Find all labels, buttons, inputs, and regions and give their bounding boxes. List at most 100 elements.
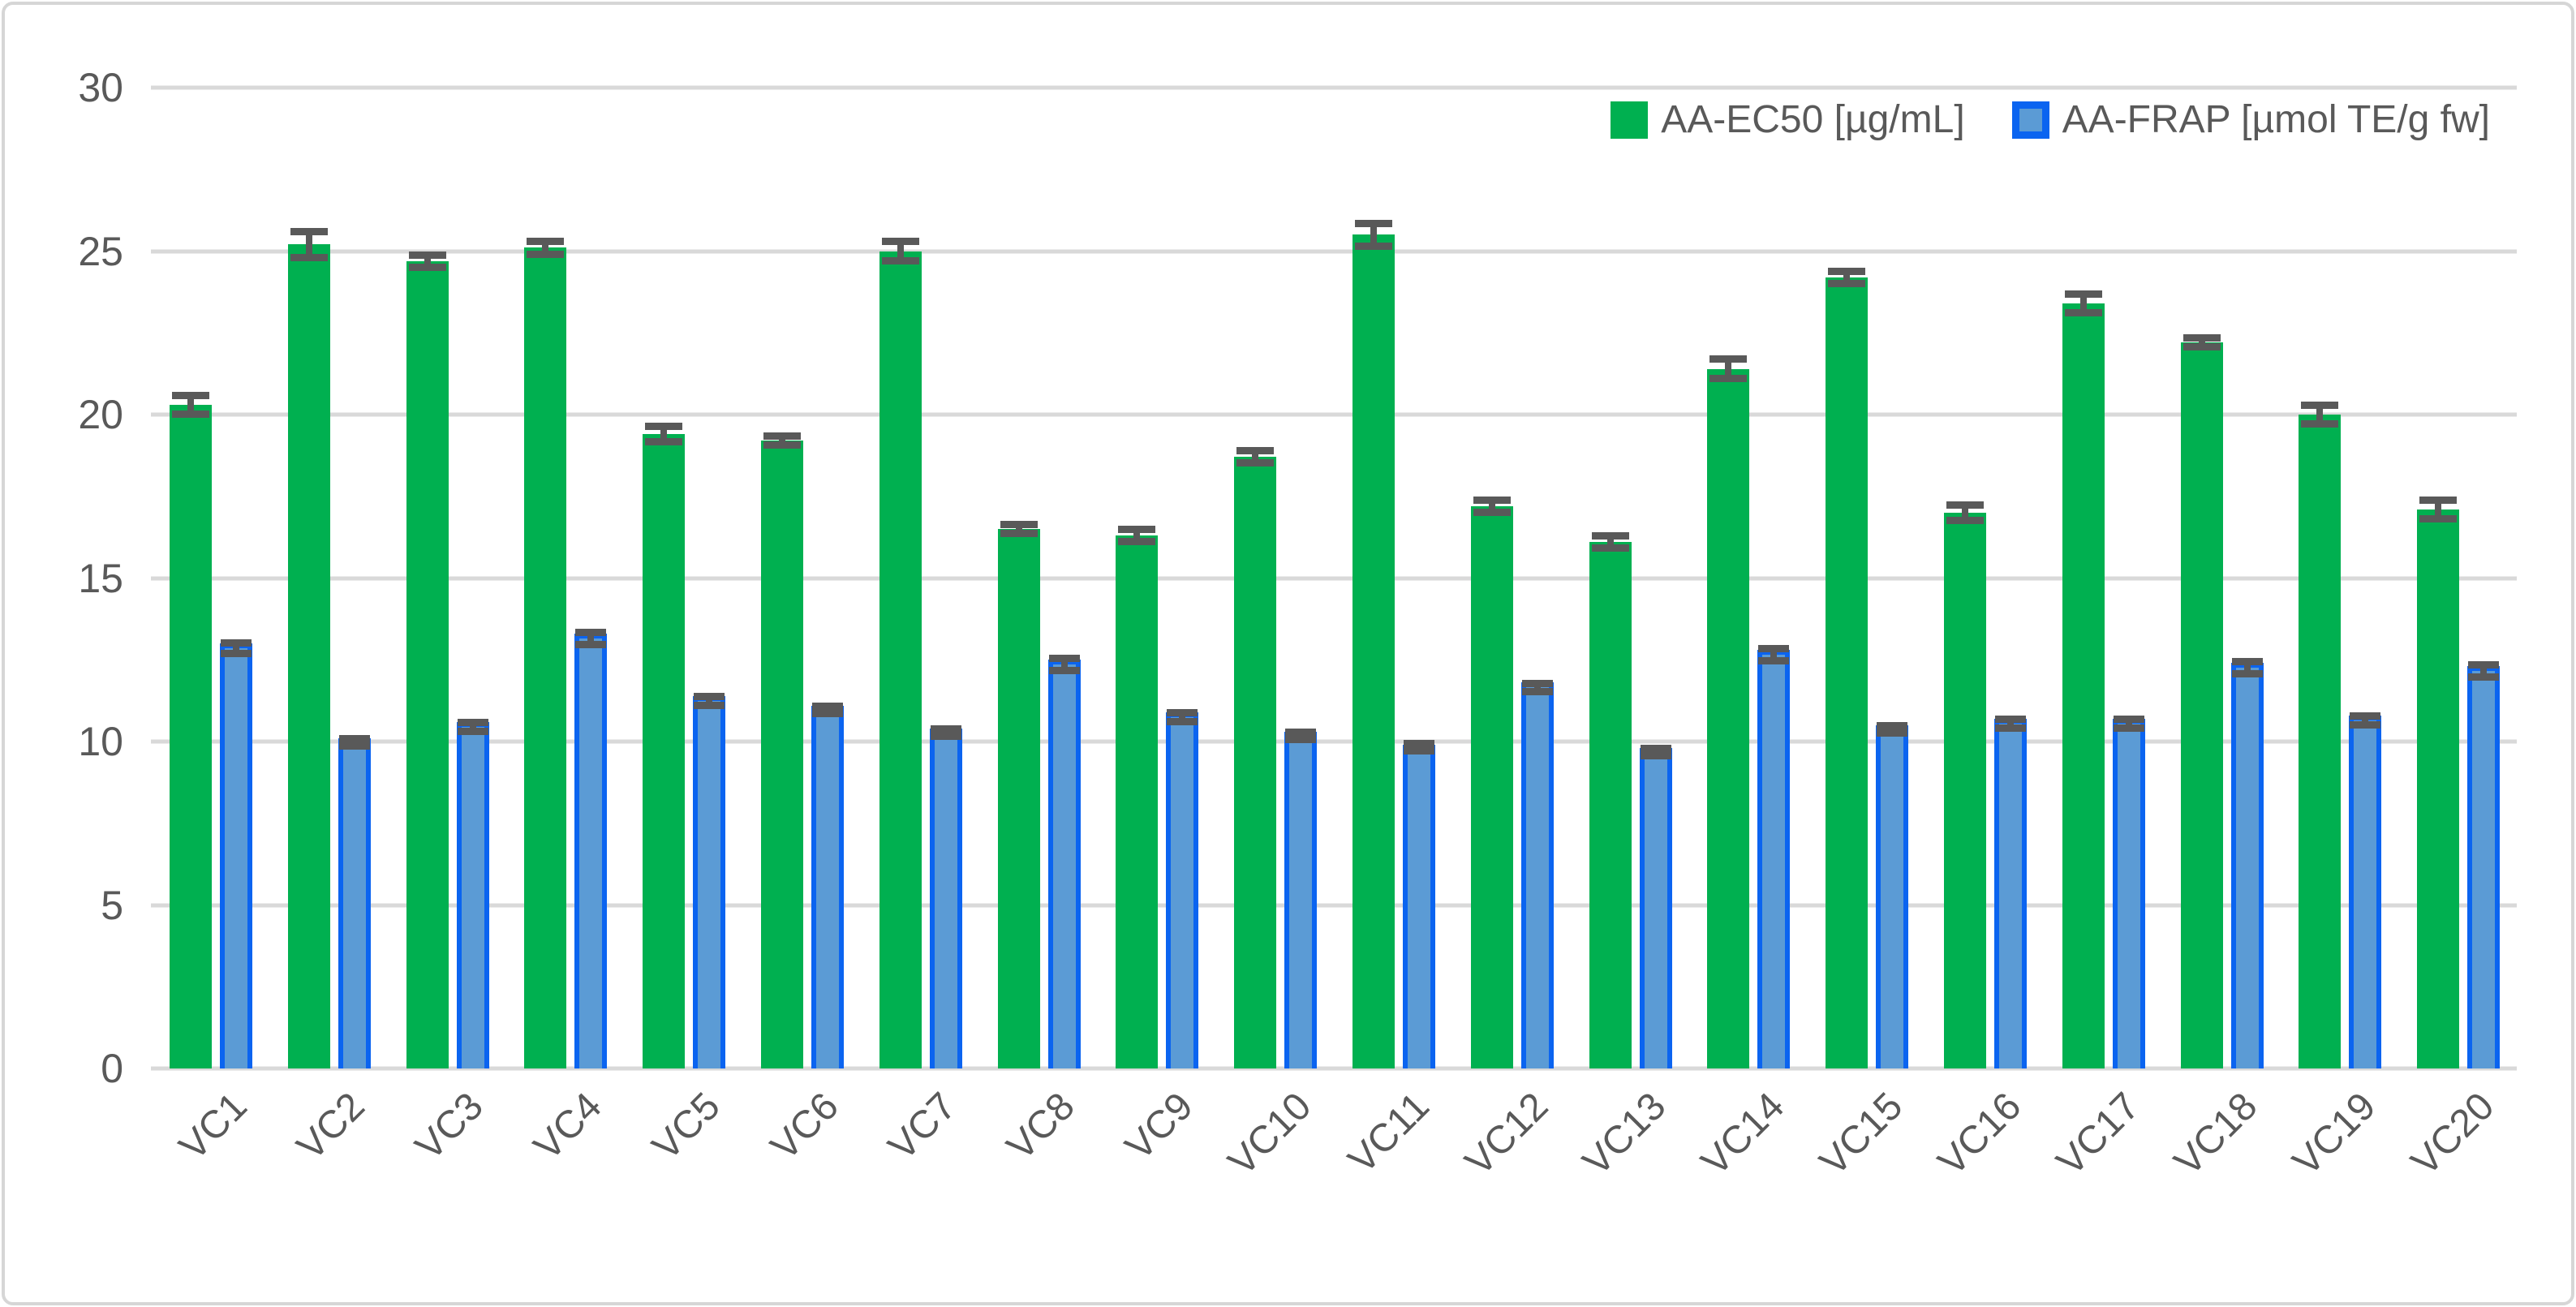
error-bar: [457, 718, 488, 735]
legend-item-frap: AA-FRAP [µmol TE/g fw]: [2011, 98, 2490, 141]
bar-group-VC13: VC13: [1571, 88, 1689, 1184]
gridline-25: [151, 249, 2517, 253]
bar-ec50-VC6: [761, 432, 803, 1068]
bar-group-VC9: VC9: [1097, 88, 1215, 1168]
error-bar: [1167, 708, 1198, 725]
bar-ec50-VC20: [2417, 496, 2460, 1068]
x-tick-label-VC11: VC11: [1340, 1084, 1439, 1182]
gridline-10: [151, 739, 2517, 744]
error-bar: [575, 629, 607, 648]
bar-frap-VC16: [1994, 715, 2027, 1068]
bar-frap-VC11: [1403, 740, 1435, 1068]
bar-group-VC17: VC17: [2044, 88, 2162, 1184]
bar-group-VC10: VC10: [1215, 88, 1334, 1184]
x-tick-label-VC9: VC9: [1117, 1084, 1202, 1169]
bar-frap-VC6: [811, 702, 844, 1068]
bar-group-VC15: VC15: [1807, 88, 1925, 1184]
x-tick-label-VC18: VC18: [2166, 1084, 2266, 1184]
bar-frap-VC9: [1166, 708, 1199, 1068]
error-bar: [2350, 712, 2381, 729]
bar-frap-VC19: [2349, 712, 2382, 1068]
x-tick-label-VC2: VC2: [289, 1084, 374, 1169]
gridline-5: [151, 903, 2517, 907]
gridline-20: [151, 412, 2517, 417]
x-tick-label-VC8: VC8: [999, 1084, 1083, 1169]
bar-group-VC8: VC8: [979, 88, 1098, 1168]
legend-swatch-frap: [2011, 101, 2049, 139]
error-bar: [2468, 661, 2500, 681]
x-tick-label-VC19: VC19: [2285, 1084, 2385, 1184]
bar-frap-VC13: [1639, 745, 1672, 1068]
bar-ec50-VC13: [1589, 532, 1632, 1068]
bar-ec50-VC1: [170, 391, 212, 1068]
bar-group-VC6: VC6: [742, 88, 861, 1168]
x-tick-label-VC6: VC6: [762, 1084, 847, 1169]
bar-ec50-VC11: [1353, 220, 1395, 1068]
bar-group-VC4: VC4: [505, 88, 624, 1168]
legend-label-ec50: AA-EC50 [µg/mL]: [1661, 98, 1965, 141]
error-bar: [290, 228, 328, 261]
error-bar: [172, 391, 209, 419]
x-tick-label-VC17: VC17: [2048, 1084, 2148, 1184]
error-bar: [221, 638, 252, 658]
x-tick-label-VC12: VC12: [1456, 1084, 1557, 1184]
bar-frap-VC20: [2467, 661, 2501, 1068]
error-bar: [1591, 532, 1629, 552]
x-tick-label-VC4: VC4: [526, 1084, 610, 1169]
error-bar: [1285, 728, 1317, 743]
error-bar: [1404, 740, 1434, 755]
bar-frap-VC3: [456, 718, 489, 1068]
bar-group-VC5: VC5: [624, 88, 742, 1168]
x-tick-label-VC20: VC20: [2403, 1084, 2503, 1184]
error-bar: [1118, 526, 1156, 546]
bar-group-VC7: VC7: [861, 88, 979, 1168]
bar-group-VC3: VC3: [388, 88, 506, 1168]
y-tick-label-15: 15: [78, 555, 123, 601]
x-tick-label-VC16: VC16: [1929, 1084, 2030, 1184]
bar-ec50-VC2: [287, 228, 330, 1068]
error-bar: [1828, 267, 1866, 287]
y-tick-label-10: 10: [78, 719, 123, 764]
legend-item-ec50: AA-EC50 [µg/mL]: [1611, 98, 1965, 141]
error-bar: [812, 702, 843, 717]
bar-group-VC2: VC2: [269, 88, 388, 1168]
error-bar: [1946, 501, 1984, 525]
bar-group-VC14: VC14: [1688, 88, 1807, 1184]
plot-area: 0 5 10 15 20 25 30 VC1 VC2 VC3 VC4 VC5 VC6 VC7 VC8 VC9 V…: [78, 67, 2517, 1184]
error-bar: [2301, 401, 2339, 428]
x-tick-label-VC15: VC15: [1812, 1084, 1912, 1184]
bar-frap-VC2: [338, 734, 371, 1068]
bar-ec50-VC7: [879, 238, 922, 1068]
x-tick-label-VC10: VC10: [1220, 1084, 1320, 1184]
error-bar: [645, 423, 683, 446]
error-bar: [1048, 655, 1080, 675]
bar-frap-VC17: [2112, 715, 2145, 1068]
x-tick-label-VC14: VC14: [1693, 1084, 1793, 1184]
error-bar: [763, 432, 801, 449]
bar-ec50-VC8: [997, 521, 1040, 1068]
gridline-30: [151, 85, 2517, 90]
bar-frap-VC4: [574, 629, 608, 1068]
bar-ec50-VC3: [406, 251, 449, 1068]
bar-group-VC18: VC18: [2162, 88, 2281, 1184]
x-tick-label-VC3: VC3: [407, 1084, 492, 1169]
error-bar: [694, 692, 725, 709]
error-bar: [2231, 658, 2263, 678]
legend-label-frap: AA-FRAP [µmol TE/g fw]: [2062, 98, 2490, 141]
y-tick-label-0: 0: [101, 1046, 123, 1091]
bar-frap-VC15: [1876, 721, 1909, 1068]
error-bar: [2183, 334, 2221, 351]
legend: AA-EC50 [µg/mL] AA-FRAP [µmol TE/g fw]: [1611, 101, 2490, 140]
legend-swatch-ec50: [1611, 101, 1649, 139]
bar-group-VC12: VC12: [1452, 88, 1571, 1184]
error-bar: [1521, 679, 1553, 696]
bar-ec50-VC9: [1116, 526, 1159, 1068]
error-bar: [930, 724, 961, 740]
error-bar: [2113, 715, 2144, 732]
bar-ec50-VC5: [643, 423, 686, 1068]
y-tick-label-5: 5: [101, 882, 123, 928]
error-bar: [2419, 496, 2458, 522]
y-tick-label-30: 30: [78, 65, 123, 110]
bar-ec50-VC4: [524, 238, 567, 1068]
